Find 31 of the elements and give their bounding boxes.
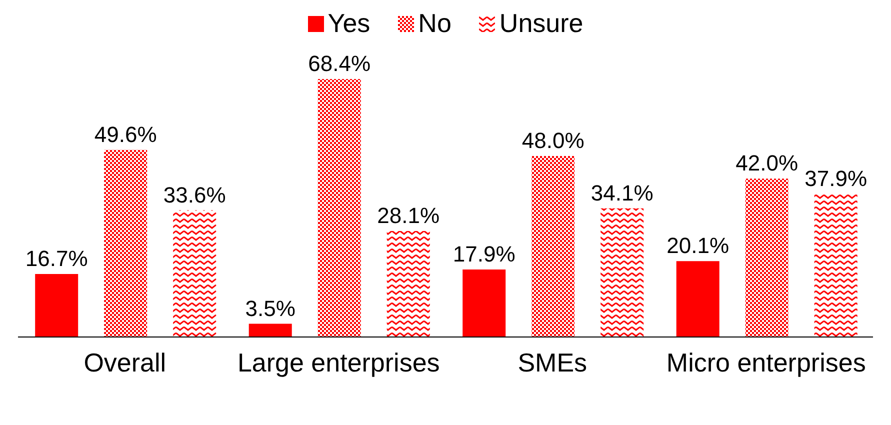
x-tick-label: Overall xyxy=(84,347,166,378)
bar xyxy=(248,324,292,337)
data-label: 48.0% xyxy=(522,128,584,153)
x-tick-label: Large enterprises xyxy=(237,347,440,378)
data-label: 68.4% xyxy=(308,51,371,76)
legend-label: No xyxy=(417,8,452,39)
bar xyxy=(532,156,575,337)
x-tick-label: SMEs xyxy=(518,347,588,378)
bar xyxy=(104,150,148,337)
data-label: 20.1% xyxy=(666,233,730,258)
bar xyxy=(318,79,361,337)
bar xyxy=(462,269,506,337)
data-label: 28.1% xyxy=(377,203,440,228)
data-label: 16.7% xyxy=(25,246,88,272)
bar xyxy=(814,194,858,337)
data-label: 33.6% xyxy=(163,182,226,208)
data-label: 37.9% xyxy=(804,166,868,192)
legend-label: Unsure xyxy=(498,8,584,39)
bar xyxy=(600,208,644,337)
data-label: 34.1% xyxy=(590,180,654,206)
bar xyxy=(676,261,720,337)
data-label: 3.5% xyxy=(245,296,296,321)
bar xyxy=(173,210,216,337)
data-label: 17.9% xyxy=(452,241,516,266)
bar xyxy=(745,178,788,337)
legend-label: Yes xyxy=(326,8,370,39)
bar xyxy=(386,231,430,337)
bar xyxy=(35,274,78,337)
data-label: 49.6% xyxy=(94,122,157,147)
x-tick-label: Micro enterprises xyxy=(666,347,866,378)
data-label: 42.0% xyxy=(736,150,798,176)
